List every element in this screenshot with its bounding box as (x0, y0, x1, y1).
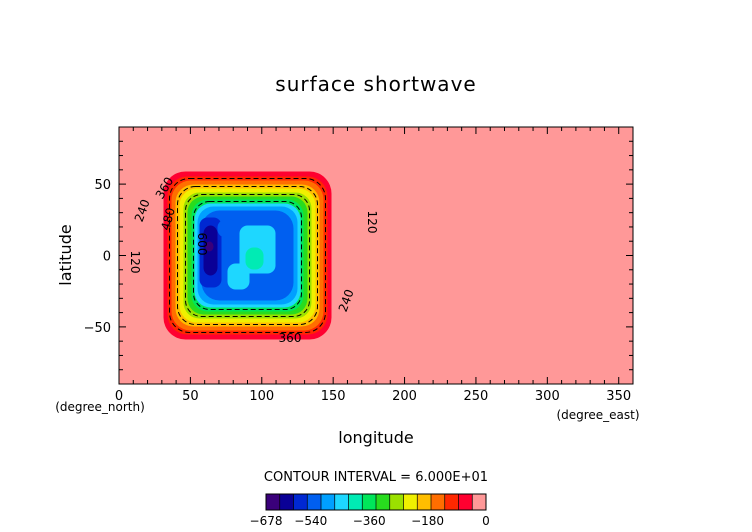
field-patch (245, 247, 264, 270)
x-tick-label: 150 (321, 389, 346, 404)
contour-label: 120 (128, 251, 142, 274)
y-tick-labels: 50 0 −50 (84, 178, 111, 336)
colorbar-swatch (403, 494, 418, 510)
y-units-label: (degree_north) (55, 400, 145, 414)
colorbar-swatch (321, 494, 336, 510)
colorbar-swatch (266, 494, 281, 510)
contour-lines (169, 178, 326, 333)
contour-line (169, 178, 326, 333)
colorbar-swatch (307, 494, 322, 510)
colorbar-swatch (444, 494, 459, 510)
colorbar-label: −360 (353, 514, 386, 528)
contour-label: 120 (365, 211, 379, 234)
y-tick-label: 0 (103, 250, 111, 265)
x-units-label: (degree_east) (556, 408, 639, 422)
y-tick-label: −50 (84, 321, 111, 336)
x-tick-label: 50 (182, 389, 199, 404)
colorbar-swatch (389, 494, 404, 510)
colorbar (265, 493, 487, 511)
colorbar-swatch (362, 494, 377, 510)
x-tick-label: 200 (392, 389, 417, 404)
shortwave-field (163, 171, 332, 340)
colorbar-swatch (348, 494, 363, 510)
colorbar-label: −678 (250, 514, 283, 528)
field-patch (205, 241, 214, 252)
field-patch (227, 263, 250, 290)
colorbar-swatch (376, 494, 391, 510)
field-patch (217, 219, 238, 238)
contour-interval-text: CONTOUR INTERVAL = 6.000E+01 (264, 470, 488, 485)
x-tick-labels: 0 50 100 150 200 250 300 350 (115, 389, 631, 404)
colorbar-swatch (417, 494, 432, 510)
colorbar-swatch (431, 494, 446, 510)
x-tick-label: 0 (115, 389, 123, 404)
axis-ticks (118, 126, 634, 385)
contour-label: 600 (195, 233, 209, 256)
x-tick-label: 100 (249, 389, 274, 404)
y-tick-label: 50 (94, 178, 111, 193)
contour-label: 360 (279, 331, 302, 345)
x-axis-label: longitude (338, 428, 413, 447)
contour-line (177, 186, 318, 325)
colorbar-labels: −678 −540 −360 −180 0 (250, 514, 490, 528)
colorbar-swatch (472, 494, 487, 510)
contour-line (193, 201, 302, 310)
x-tick-label: 300 (535, 389, 560, 404)
colorbar-swatch (458, 494, 473, 510)
x-tick-label: 250 (464, 389, 489, 404)
colorbar-label: −180 (411, 514, 444, 528)
colorbar-label: −540 (294, 514, 327, 528)
colorbar-swatch (279, 494, 294, 510)
x-tick-label: 350 (606, 389, 631, 404)
y-axis-label: latitude (56, 224, 75, 285)
colorbar-swatch (334, 494, 349, 510)
colorbar-label: 0 (482, 514, 490, 528)
contour-label: 480 (158, 206, 177, 232)
chart-title: surface shortwave (275, 72, 476, 96)
colorbar-swatch (293, 494, 308, 510)
plot-area: 120 240 360 480 600 120 240 360 (118, 126, 634, 385)
contour-line (185, 194, 310, 317)
